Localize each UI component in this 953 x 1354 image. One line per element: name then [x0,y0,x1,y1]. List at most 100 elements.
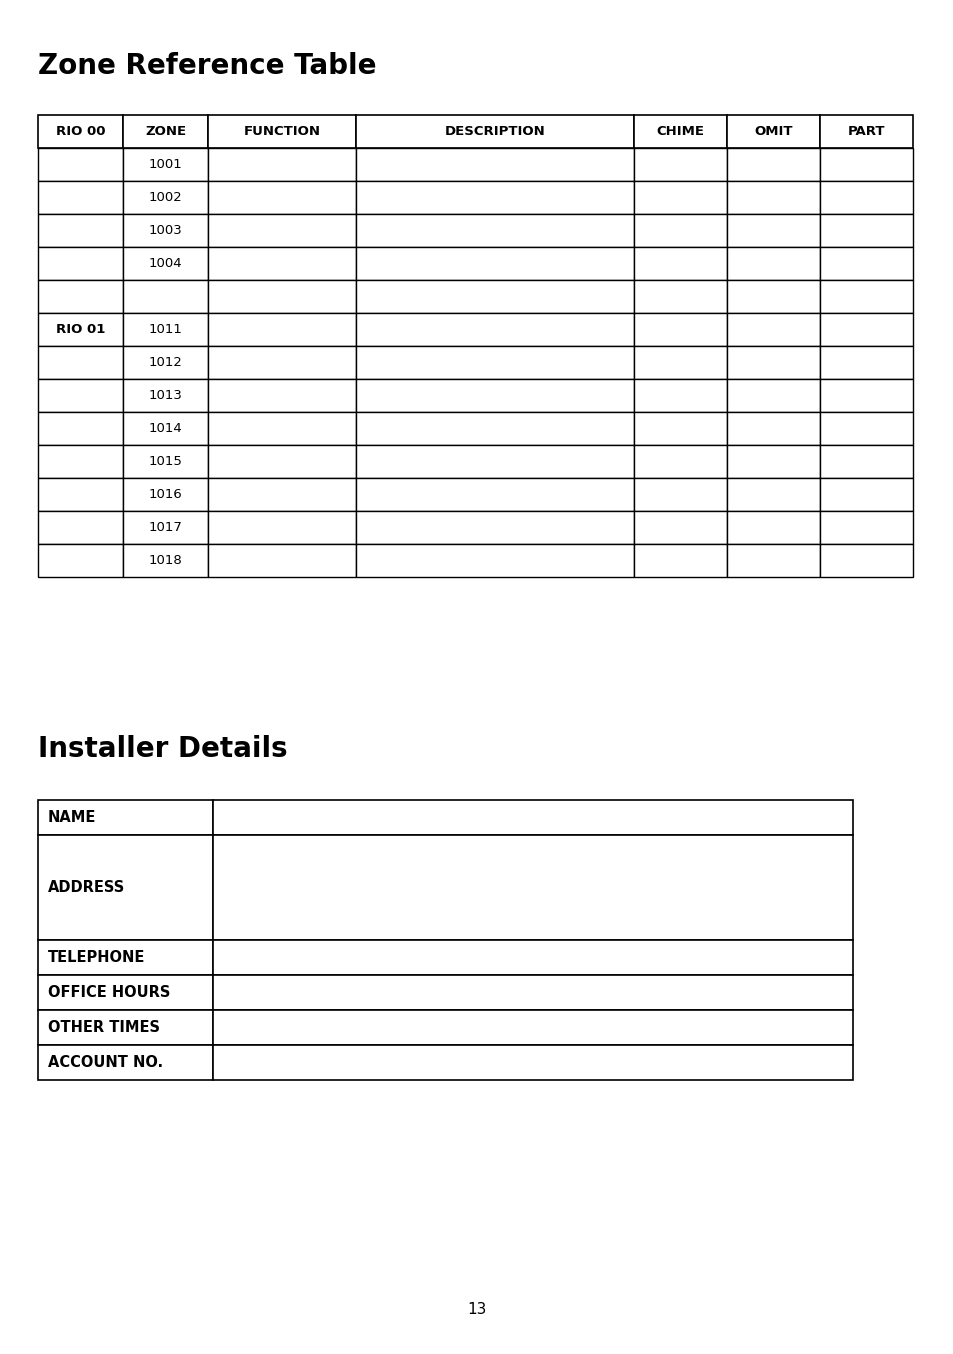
Bar [726,478,820,510]
Bar [208,214,355,246]
Bar [208,510,355,544]
Text: Zone Reference Table: Zone Reference Table [38,51,376,80]
Bar [634,115,726,148]
Bar [208,115,355,148]
Bar [208,313,355,347]
Bar [213,1045,852,1080]
Text: 1016: 1016 [149,487,182,501]
Bar [355,115,634,148]
Bar [123,148,208,181]
Bar [38,478,123,510]
Text: 1012: 1012 [149,356,182,370]
Bar [820,181,912,214]
Bar [355,280,634,313]
Text: RIO 00: RIO 00 [55,125,105,138]
Text: 13: 13 [467,1303,486,1317]
Bar [634,379,726,412]
Bar [726,280,820,313]
Bar [123,313,208,347]
Text: 1002: 1002 [149,191,182,204]
Bar [208,379,355,412]
Text: RIO 01: RIO 01 [56,324,105,336]
Bar [634,445,726,478]
Bar [820,280,912,313]
Bar [634,148,726,181]
Bar [634,214,726,246]
Bar [355,313,634,347]
Bar [820,214,912,246]
Bar [123,510,208,544]
Bar [726,379,820,412]
Text: 1004: 1004 [149,257,182,269]
Text: TELEPHONE: TELEPHONE [48,951,145,965]
Bar [38,544,123,577]
Text: ZONE: ZONE [145,125,186,138]
Bar [208,148,355,181]
Bar [726,412,820,445]
Bar [820,478,912,510]
Bar [123,214,208,246]
Bar [38,214,123,246]
Text: ACCOUNT NO.: ACCOUNT NO. [48,1055,163,1070]
Bar [123,347,208,379]
Bar [355,347,634,379]
Bar [38,412,123,445]
Bar [123,412,208,445]
Bar [355,379,634,412]
Bar [355,148,634,181]
Bar [38,800,213,835]
Text: OMIT: OMIT [754,125,792,138]
Bar [355,445,634,478]
Text: 1014: 1014 [149,422,182,435]
Bar [208,246,355,280]
Bar [355,214,634,246]
Bar [123,115,208,148]
Bar [38,379,123,412]
Bar [726,445,820,478]
Bar [208,181,355,214]
Bar [38,280,123,313]
Bar [820,544,912,577]
Bar [820,347,912,379]
Bar [38,445,123,478]
Bar [726,313,820,347]
Bar [355,412,634,445]
Bar [634,544,726,577]
Bar [38,835,213,940]
Bar [123,280,208,313]
Bar [726,544,820,577]
Bar [726,148,820,181]
Bar [213,1010,852,1045]
Bar [123,544,208,577]
Bar [634,347,726,379]
Text: FUNCTION: FUNCTION [243,125,320,138]
Bar [208,544,355,577]
Text: OFFICE HOURS: OFFICE HOURS [48,984,171,1001]
Text: 1011: 1011 [149,324,182,336]
Bar [820,445,912,478]
Bar [726,347,820,379]
Bar [38,1010,213,1045]
Bar [38,347,123,379]
Bar [355,246,634,280]
Bar [820,412,912,445]
Text: 1015: 1015 [149,455,182,468]
Bar [820,510,912,544]
Text: CHIME: CHIME [656,125,703,138]
Bar [726,510,820,544]
Text: NAME: NAME [48,810,96,825]
Bar [123,445,208,478]
Bar [355,544,634,577]
Bar [726,115,820,148]
Text: PART: PART [847,125,884,138]
Bar [820,246,912,280]
Bar [213,940,852,975]
Text: 1013: 1013 [149,389,182,402]
Text: DESCRIPTION: DESCRIPTION [444,125,545,138]
Bar [634,181,726,214]
Bar [726,246,820,280]
Text: 1003: 1003 [149,223,182,237]
Bar [634,246,726,280]
Bar [123,181,208,214]
Bar [355,510,634,544]
